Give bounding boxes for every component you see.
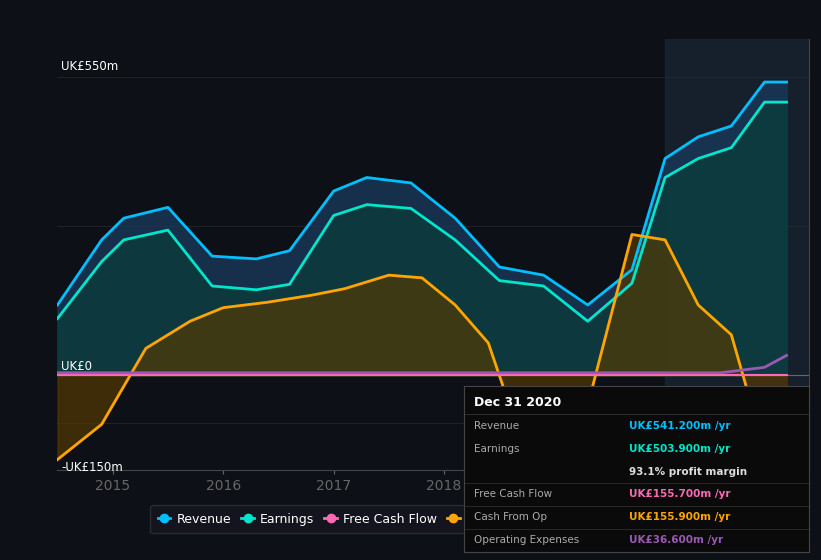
Text: UK£503.900m /yr: UK£503.900m /yr bbox=[630, 444, 731, 454]
Text: Free Cash Flow: Free Cash Flow bbox=[475, 489, 553, 500]
Text: Dec 31 2020: Dec 31 2020 bbox=[475, 396, 562, 409]
Text: UK£155.700m /yr: UK£155.700m /yr bbox=[630, 489, 731, 500]
Text: UK£155.900m /yr: UK£155.900m /yr bbox=[630, 512, 731, 522]
Text: UK£0: UK£0 bbox=[62, 360, 92, 374]
Text: 93.1% profit margin: 93.1% profit margin bbox=[630, 466, 747, 477]
Text: Revenue: Revenue bbox=[475, 421, 520, 431]
Text: Cash From Op: Cash From Op bbox=[475, 512, 548, 522]
Text: UK£550m: UK£550m bbox=[62, 60, 118, 73]
Text: Operating Expenses: Operating Expenses bbox=[475, 535, 580, 545]
Text: UK£36.600m /yr: UK£36.600m /yr bbox=[630, 535, 723, 545]
Text: Earnings: Earnings bbox=[475, 444, 520, 454]
Bar bbox=[665, 39, 814, 470]
Legend: Revenue, Earnings, Free Cash Flow, Cash From Op, Operating Expenses: Revenue, Earnings, Free Cash Flow, Cash … bbox=[150, 505, 716, 533]
Text: -UK£150m: -UK£150m bbox=[62, 461, 123, 474]
Text: UK£541.200m /yr: UK£541.200m /yr bbox=[630, 421, 731, 431]
